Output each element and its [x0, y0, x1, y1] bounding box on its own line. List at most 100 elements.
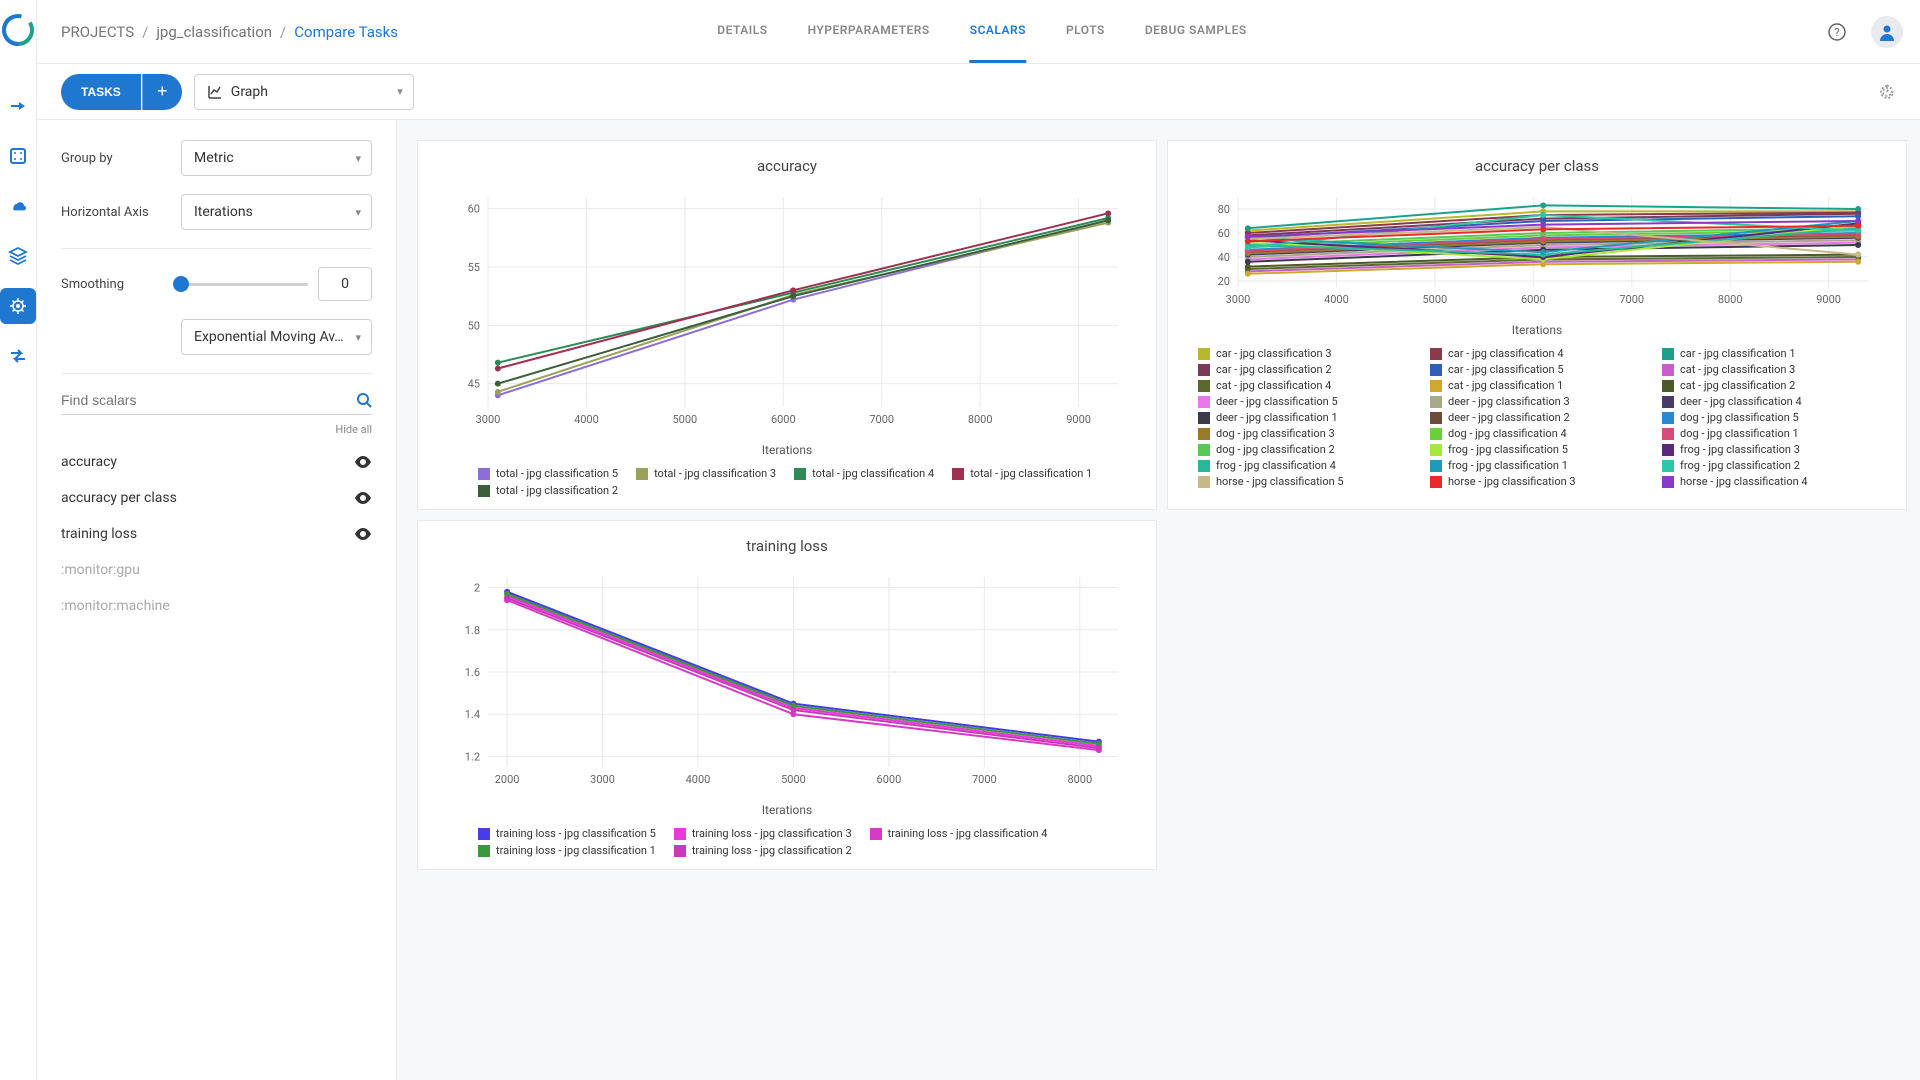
legend-item[interactable]: deer - jpg classification 4 — [1662, 395, 1886, 408]
scalar-search[interactable] — [61, 392, 372, 415]
scalar-search-input[interactable] — [61, 392, 356, 408]
legend-item[interactable]: deer - jpg classification 2 — [1430, 411, 1654, 424]
svg-text:7000: 7000 — [972, 773, 997, 786]
svg-text:4000: 4000 — [1324, 293, 1349, 306]
legend-item[interactable]: training loss - jpg classification 3 — [674, 827, 852, 840]
legend-item[interactable]: total - jpg classification 2 — [478, 484, 618, 497]
svg-text:9000: 9000 — [1816, 293, 1841, 306]
refresh-icon[interactable] — [1871, 76, 1903, 108]
legend-item[interactable]: total - jpg classification 3 — [636, 467, 776, 480]
legend-item[interactable]: frog - jpg classification 5 — [1430, 443, 1654, 456]
legend-item[interactable]: horse - jpg classification 4 — [1662, 475, 1886, 488]
legend-item[interactable]: frog - jpg classification 2 — [1662, 459, 1886, 472]
legend-item[interactable]: car - jpg classification 1 — [1662, 347, 1886, 360]
tab-plots[interactable]: PLOTS — [1066, 0, 1105, 63]
legend-item[interactable]: cat - jpg classification 4 — [1198, 379, 1422, 392]
legend-item[interactable]: training loss - jpg classification 1 — [478, 844, 656, 857]
svg-text:1.4: 1.4 — [465, 708, 480, 721]
nav-cloud-icon[interactable] — [0, 188, 36, 224]
group-by-select[interactable]: Metric — [181, 140, 372, 176]
legend-item[interactable]: car - jpg classification 2 — [1198, 363, 1422, 376]
legend-item[interactable]: car - jpg classification 3 — [1198, 347, 1422, 360]
metric-item[interactable]: :monitor:machine — [61, 588, 372, 624]
tab-details[interactable]: DETAILS — [717, 0, 767, 63]
tabs: DETAILS HYPERPARAMETERS SCALARS PLOTS DE… — [717, 0, 1246, 63]
add-task-button[interactable]: + — [142, 74, 182, 110]
smoothing-label: Smoothing — [61, 277, 169, 292]
legend-item[interactable]: horse - jpg classification 5 — [1198, 475, 1422, 488]
hide-all-link[interactable]: Hide all — [61, 423, 372, 436]
metric-item[interactable]: accuracy per class — [61, 480, 372, 516]
eye-icon — [354, 528, 372, 540]
smoothing-value[interactable]: 0 — [318, 267, 372, 301]
legend-item[interactable]: frog - jpg classification 4 — [1198, 459, 1422, 472]
breadcrumb-project[interactable]: jpg_classification — [156, 23, 272, 41]
legend-item[interactable]: dog - jpg classification 4 — [1430, 427, 1654, 440]
legend-item[interactable]: training loss - jpg classification 2 — [674, 844, 852, 857]
svg-text:5000: 5000 — [781, 773, 806, 786]
legend-item[interactable]: car - jpg classification 5 — [1430, 363, 1654, 376]
user-avatar-icon[interactable] — [1871, 16, 1903, 48]
svg-text:6000: 6000 — [1521, 293, 1546, 306]
chart-title: accuracy — [438, 157, 1136, 175]
legend-item[interactable]: cat - jpg classification 1 — [1430, 379, 1654, 392]
svg-text:8000: 8000 — [1067, 773, 1092, 786]
chart-plot[interactable]: 1.21.41.61.82200030004000500060007000800… — [438, 567, 1136, 797]
metric-item[interactable]: :monitor:gpu — [61, 552, 372, 588]
legend-item[interactable]: car - jpg classification 4 — [1430, 347, 1654, 360]
eye-icon — [354, 456, 372, 468]
legend-item[interactable]: cat - jpg classification 2 — [1662, 379, 1886, 392]
svg-text:6000: 6000 — [771, 413, 796, 426]
tab-hyperparameters[interactable]: HYPERPARAMETERS — [808, 0, 930, 63]
logo[interactable] — [0, 12, 36, 48]
help-icon[interactable]: ? — [1821, 16, 1853, 48]
legend-item[interactable]: training loss - jpg classification 5 — [478, 827, 656, 840]
metric-item[interactable]: training loss — [61, 516, 372, 552]
legend-item[interactable]: frog - jpg classification 3 — [1662, 443, 1886, 456]
nav-layers-icon[interactable] — [0, 238, 36, 274]
svg-text:2: 2 — [474, 582, 480, 595]
nav-data-icon[interactable] — [0, 138, 36, 174]
legend-item[interactable]: dog - jpg classification 5 — [1662, 411, 1886, 424]
tab-scalars[interactable]: SCALARS — [970, 0, 1026, 63]
svg-text:?: ? — [1834, 26, 1839, 39]
legend-item[interactable]: total - jpg classification 4 — [794, 467, 934, 480]
legend-item[interactable]: cat - jpg classification 3 — [1662, 363, 1886, 376]
metric-item[interactable]: accuracy — [61, 444, 372, 480]
legend-item[interactable]: deer - jpg classification 5 — [1198, 395, 1422, 408]
svg-text:8000: 8000 — [1718, 293, 1743, 306]
legend-item[interactable]: deer - jpg classification 1 — [1198, 411, 1422, 424]
view-select[interactable]: Graph — [194, 74, 414, 110]
nav-rail — [0, 0, 37, 1080]
tab-debug-samples[interactable]: DEBUG SAMPLES — [1145, 0, 1247, 63]
svg-text:45: 45 — [468, 378, 480, 391]
chart-accuracy: accuracy 45505560300040005000600070008000… — [417, 140, 1157, 510]
svg-text:1.2: 1.2 — [465, 750, 480, 763]
legend-item[interactable]: dog - jpg classification 3 — [1198, 427, 1422, 440]
nav-compare-icon[interactable] — [0, 338, 36, 374]
graph-icon — [207, 84, 223, 100]
nav-autoscale-icon[interactable] — [0, 88, 36, 124]
chart-plot[interactable]: 204060803000400050006000700080009000 — [1188, 187, 1886, 317]
svg-text:5000: 5000 — [1423, 293, 1448, 306]
breadcrumb-current: Compare Tasks — [294, 23, 398, 41]
legend-item[interactable]: total - jpg classification 1 — [952, 467, 1092, 480]
legend-item[interactable]: training loss - jpg classification 4 — [870, 827, 1048, 840]
smoothing-slider[interactable] — [181, 283, 308, 286]
chart-plot[interactable]: 455055603000400050006000700080009000 — [438, 187, 1136, 437]
smoothing-algo-select[interactable]: Exponential Moving Av… — [181, 319, 372, 355]
legend-item[interactable]: frog - jpg classification 1 — [1430, 459, 1654, 472]
breadcrumb-root[interactable]: PROJECTS — [61, 23, 134, 41]
tasks-button[interactable]: TASKS — [61, 74, 141, 110]
haxis-select[interactable]: Iterations — [181, 194, 372, 230]
legend-item[interactable]: horse - jpg classification 3 — [1430, 475, 1654, 488]
nav-ai-icon[interactable] — [0, 288, 36, 324]
legend-item[interactable]: deer - jpg classification 3 — [1430, 395, 1654, 408]
legend-item[interactable]: dog - jpg classification 2 — [1198, 443, 1422, 456]
chart-title: training loss — [438, 537, 1136, 555]
svg-text:55: 55 — [468, 261, 480, 274]
legend-item[interactable]: dog - jpg classification 1 — [1662, 427, 1886, 440]
legend-item[interactable]: total - jpg classification 5 — [478, 467, 618, 480]
chart-title: accuracy per class — [1188, 157, 1886, 175]
group-by-label: Group by — [61, 151, 169, 166]
